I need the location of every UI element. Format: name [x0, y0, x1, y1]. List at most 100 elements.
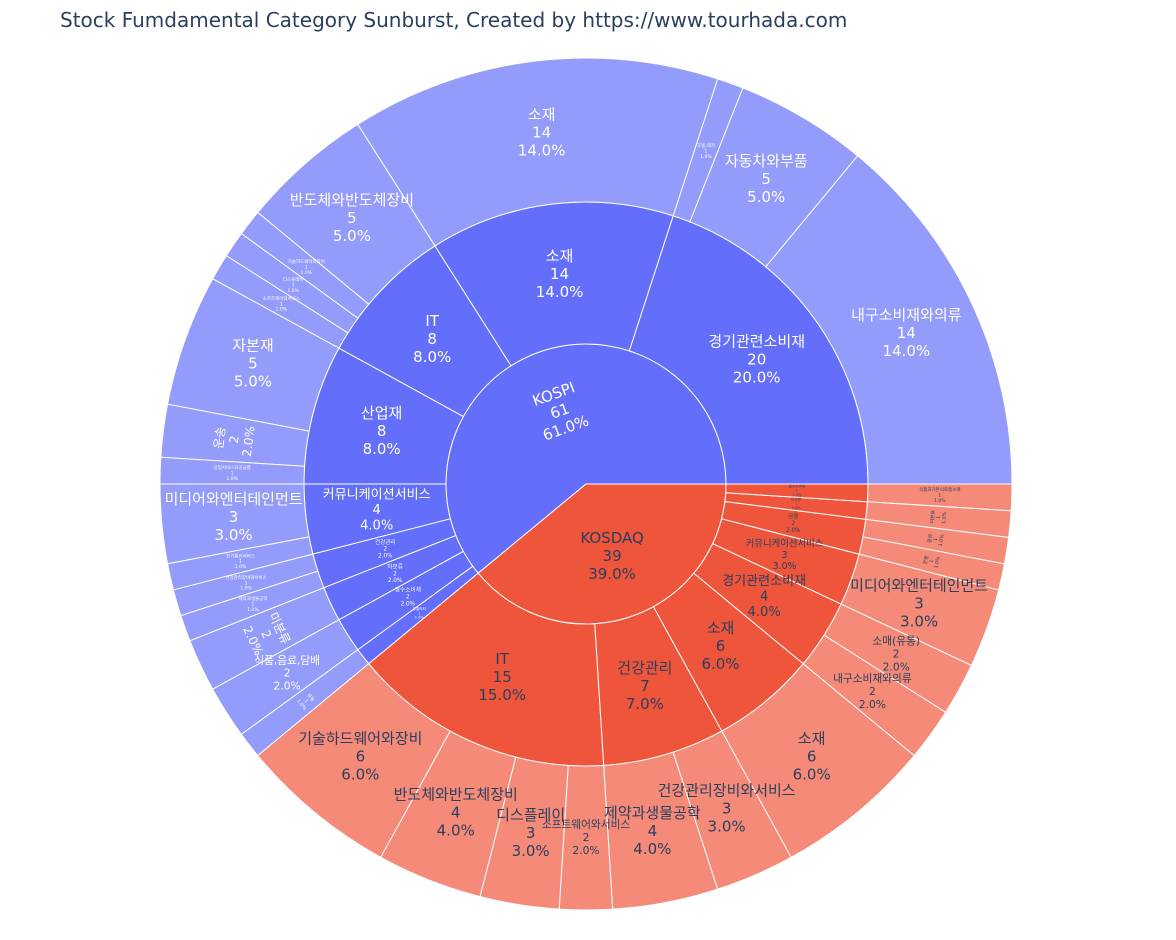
label-value-leaf-kosdaq-6-미분류-0-미분류: 1 — [936, 516, 942, 520]
label-name-cat-kosdaq-7-필수소비재: 필수소비재 — [789, 483, 806, 488]
label-name-cat-kospi-5-건강관리: 건강관리 — [375, 538, 396, 546]
label-percent-cat-kosdaq-6-미분류: 1.0% — [791, 506, 801, 510]
label-value-cat-kosdaq-2-소재: 6 — [716, 637, 726, 655]
label-value-leaf-kosdaq-0-it-0-기술하드웨어와장비: 6 — [356, 747, 366, 765]
label-name-leaf-kospi-4-커뮤니케이션서비스-0-미디어와엔터테인먼트: 미디어와엔터테인먼트 — [165, 490, 303, 508]
label-value-cat-kospi-0-경기관련소비재: 20 — [747, 350, 766, 368]
label-percent-leaf-kospi-3-산업재-0-자본재: 5.0% — [234, 373, 272, 391]
label-name-leaf-kosdaq-0-it-1-반도체와반도체장비: 반도체와반도체장비 — [394, 786, 518, 804]
label-percent-cat-kospi-0-경기관련소비재: 20.0% — [733, 368, 781, 386]
label-percent-leaf-kospi-2-it-2-디스플레이: 1.0% — [287, 288, 299, 294]
label-name-cat-kospi-2-it: IT — [425, 312, 439, 330]
label-value-cat-kospi-2-it: 8 — [427, 330, 437, 348]
label-name-cat-kospi-4-커뮤니케이션서비스: 커뮤니케이션서비스 — [323, 487, 431, 502]
label-percent-leaf-kosdaq-6-미분류-0-미분류: 1.0% — [941, 511, 948, 524]
label-value-cat-kospi-6-미분류: 2 — [393, 571, 397, 577]
segment-leaf-kosdaq-7-필수소비재-0-식품과기본식료품소매[interactable] — [866, 483, 1013, 512]
label-name-leaf-kosdaq-7-필수소비재-0-식품과기본식료품소매: 식품과기본식료품소매 — [919, 486, 960, 493]
label-value-root-kospi: 61 — [548, 399, 572, 422]
label-value-leaf-kospi-2-it-2-디스플레이: 1 — [292, 283, 295, 289]
label-percent-leaf-kosdaq-1-건강관리-0-제약과생물공학: 4.0% — [633, 840, 671, 858]
label-value-leaf-kospi-2-it-3-소프트웨어와서비스: 1 — [280, 301, 283, 307]
label-percent-leaf-kospi-3-산업재-2-상업서비스와공급품: 1.0% — [226, 476, 238, 482]
label-value-leaf-kosdaq-0-it-2-디스플레이: 3 — [526, 824, 536, 842]
label-name-cat-kosdaq-2-소재: 소재 — [707, 619, 735, 637]
label-name-leaf-kosdaq-1-건강관리-1-건강관리장비와서비스: 건강관리장비와서비스 — [658, 781, 796, 799]
label-percent-cat-kospi-5-건강관리: 2.0% — [378, 554, 393, 560]
chart-title: Stock Fumdamental Category Sunburst, Cre… — [60, 8, 848, 32]
label-name-leaf-kosdaq-4-커뮤니케이션서비스-0-미디어와엔터테인먼트: 미디어와엔터테인먼트 — [850, 576, 988, 594]
label-leaf-kosdaq-5-금융-1-증권: 증권 1 1.0% — [926, 533, 946, 546]
label-percent-leaf-kospi-3-산업재-1-운송: 2.0% — [240, 425, 258, 457]
label-percent-cat-kospi-8-유틸리티: 1.0% — [415, 616, 425, 620]
label-value-cat-kosdaq-5-금융: 2 — [791, 521, 795, 527]
label-percent-cat-kosdaq-3-경기관련소비재: 4.0% — [748, 605, 781, 620]
label-name-leaf-kospi-2-it-2-디스플레이: 디스플레이 — [283, 276, 304, 283]
label-value-leaf-kosdaq-7-필수소비재-0-식품과기본식료품소매: 1 — [938, 493, 941, 499]
label-value-leaf-kosdaq-0-it-3-소프트웨어와서비스: 2 — [583, 831, 590, 844]
label-percent-leaf-kosdaq-0-it-2-디스플레이: 3.0% — [512, 842, 550, 860]
label-name-leaf-kospi-0-경기관련소비재-0-내구소비재와의류: 내구소비재와의류 — [851, 306, 962, 324]
label-name-leaf-kospi-2-it-0-반도체와반도체장비: 반도체와반도체장비 — [290, 191, 414, 209]
label-name-leaf-kospi-5-건강관리-1-제약과생물공학: 제약과생물공학 — [238, 595, 267, 602]
label-percent-leaf-kospi-5-건강관리-0-건강관리장비와서비스: 1.0% — [240, 586, 252, 592]
label-value-leaf-kosdaq-2-소재-0-소재: 6 — [807, 747, 817, 765]
label-name-cat-kospi-6-미분류: 미분류 — [387, 563, 403, 571]
label-name-cat-kospi-3-산업재: 산업재 — [361, 404, 402, 422]
label-percent-leaf-kospi-4-커뮤니케이션서비스-0-미디어와엔터테인먼트: 3.0% — [215, 526, 253, 544]
label-value-leaf-kospi-8-유틸리티-0-유틸: 1 — [303, 698, 310, 704]
label-percent-cat-kosdaq-2-소재: 6.0% — [701, 655, 739, 673]
label-name-cat-kosdaq-6-미분류: 미분류 — [791, 497, 802, 502]
label-value-leaf-kosdaq-3-경기관련소비재-1-소매-유통: 2 — [893, 648, 900, 661]
label-value-cat-kospi-1-소재: 14 — [550, 265, 569, 283]
label-name-leaf-kosdaq-2-소재-0-소재: 소재 — [798, 729, 826, 747]
label-percent-leaf-kospi-2-it-0-반도체와반도체장비: 5.0% — [333, 227, 371, 245]
label-name-leaf-kosdaq-0-it-3-소프트웨어와서비스: 소프트웨어와서비스 — [542, 818, 631, 831]
label-percent-leaf-kosdaq-5-금융-0-은행: 1.0% — [933, 556, 942, 570]
label-percent-leaf-kospi-5-건강관리-1-제약과생물공학: 1.0% — [247, 607, 259, 613]
label-value-leaf-kospi-0-경기관련소비재-1-자동차와부품: 5 — [761, 170, 771, 188]
label-name-leaf-kospi-3-산업재-1-운송: 운송 — [211, 426, 228, 450]
label-value-leaf-kospi-0-경기관련소비재-2-호텔-레저: 1 — [704, 148, 707, 154]
label-value-cat-kospi-3-산업재: 8 — [377, 422, 387, 440]
label-value-leaf-kosdaq-1-건강관리-1-건강관리장비와서비스: 3 — [722, 799, 732, 817]
label-value-cat-kosdaq-4-커뮤니케이션서비스: 3 — [782, 550, 788, 561]
label-name-leaf-kospi-0-경기관련소비재-1-자동차와부품: 자동차와부품 — [725, 152, 808, 170]
label-name-leaf-kosdaq-1-건강관리-0-제약과생물공학: 제약과생물공학 — [604, 804, 701, 822]
label-percent-leaf-kospi-4-커뮤니케이션서비스-1-전기통신서비스: 1.0% — [235, 564, 247, 570]
label-percent-cat-kosdaq-4-커뮤니케이션서비스: 3.0% — [773, 561, 797, 572]
label-name-leaf-kospi-7-필수소비재-0-식품-음료-담배: 식품,음료,담배 — [254, 654, 320, 667]
label-name-leaf-kosdaq-0-it-0-기술하드웨어와장비: 기술하드웨어와장비 — [298, 729, 422, 747]
label-name-leaf-kospi-2-it-1-기술하드웨어와장비: 기술하드웨어와장비 — [288, 258, 325, 265]
label-percent-leaf-kosdaq-0-it-0-기술하드웨어와장비: 6.0% — [341, 765, 379, 783]
label-name-leaf-kospi-1-소재-0-소재: 소재 — [528, 105, 556, 123]
label-percent-leaf-kosdaq-0-it-3-소프트웨어와서비스: 2.0% — [572, 844, 599, 857]
label-name-cat-kosdaq-0-it: IT — [495, 650, 509, 668]
label-percent-cat-kospi-3-산업재: 8.0% — [363, 440, 401, 458]
label-percent-root-kosdaq: 39.0% — [588, 565, 636, 583]
label-value-leaf-kosdaq-5-금융-1-증권: 1 — [933, 537, 939, 541]
label-value-cat-kospi-5-건강관리: 2 — [384, 547, 388, 553]
label-name-leaf-kosdaq-3-경기관련소비재-0-내구소비재와의류: 내구소비재와의류 — [833, 672, 912, 685]
label-name-leaf-kospi-4-커뮤니케이션서비스-1-전기통신서비스: 전기통신서비스 — [226, 552, 255, 559]
